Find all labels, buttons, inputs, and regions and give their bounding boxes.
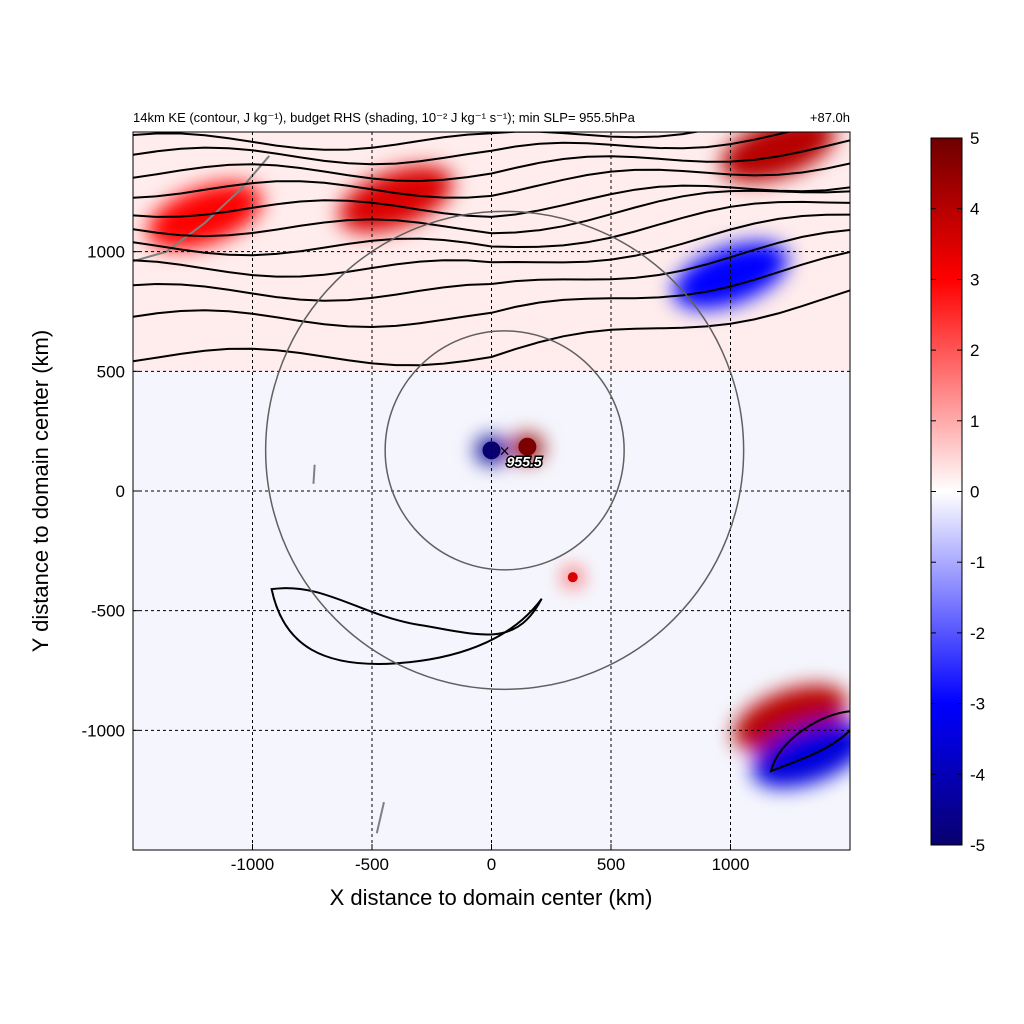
colorbar-tick-label: 0 <box>970 483 979 502</box>
coastline <box>133 155 270 263</box>
coastline-layer <box>133 155 385 834</box>
chart-title: 14km KE (contour, J kg⁻¹), budget RHS (s… <box>133 110 636 125</box>
colorbar <box>930 137 963 846</box>
y-axis-title: Y distance to domain center (km) <box>28 330 53 652</box>
storm-core-positive <box>518 437 537 456</box>
colorbar-tick-label: -1 <box>970 553 985 572</box>
colorbar-tick-label: -3 <box>970 695 985 714</box>
ke-contour-southeast <box>769 710 850 773</box>
x-tick-label: -500 <box>355 855 389 874</box>
x-tick-label: 0 <box>487 855 496 874</box>
range-ring-500 <box>384 330 625 571</box>
shading-layer <box>133 132 850 850</box>
min-slp-label: 955.5 <box>507 453 542 469</box>
x-tick-label: 500 <box>597 855 625 874</box>
x-tick-label: 1000 <box>712 855 750 874</box>
shading-spot <box>567 572 578 583</box>
forecast-hour: +87.0h <box>810 110 850 125</box>
island-line-south <box>375 801 385 834</box>
storm-center-marker: × <box>499 443 511 459</box>
x-axis-title: X distance to domain center (km) <box>330 885 653 910</box>
y-tick-label: 1000 <box>87 243 125 262</box>
colorbar-tick-label: 2 <box>970 341 979 360</box>
colorbar-tick-label: -4 <box>970 765 985 784</box>
plot-area <box>133 132 850 850</box>
y-tick-label: -1000 <box>82 721 125 740</box>
colorbar-tick-label: 3 <box>970 270 979 289</box>
y-tick-label: -500 <box>91 602 125 621</box>
colorbar-ticks: -5 -4 -3 -2 -1 0 1 2 3 4 5 <box>931 129 985 855</box>
range-rings <box>264 210 745 691</box>
colorbar-tick-label: 1 <box>970 412 979 431</box>
colorbar-tick-label: 5 <box>970 129 979 148</box>
colorbar-tick-label: 4 <box>970 200 979 219</box>
shading-feature-3 <box>147 182 262 250</box>
ke-contour-closed <box>270 587 543 665</box>
x-tick-label: -1000 <box>231 855 274 874</box>
shading-feature-6 <box>752 720 850 788</box>
shading-feature-4 <box>338 165 454 233</box>
y-tick-label: 500 <box>97 362 125 381</box>
colorbar-tick-label: -5 <box>970 836 985 855</box>
ke-contour-5 <box>133 189 850 238</box>
range-ring-1000 <box>264 210 745 691</box>
colorbar-tick-label: -2 <box>970 624 985 643</box>
y-tick-label: 0 <box>116 482 125 501</box>
axes: -1000 -500 0 500 1000 -1000 -500 0 500 1000 <box>82 243 750 874</box>
island-line <box>312 464 316 484</box>
storm-center: × 955.5 <box>499 443 544 471</box>
